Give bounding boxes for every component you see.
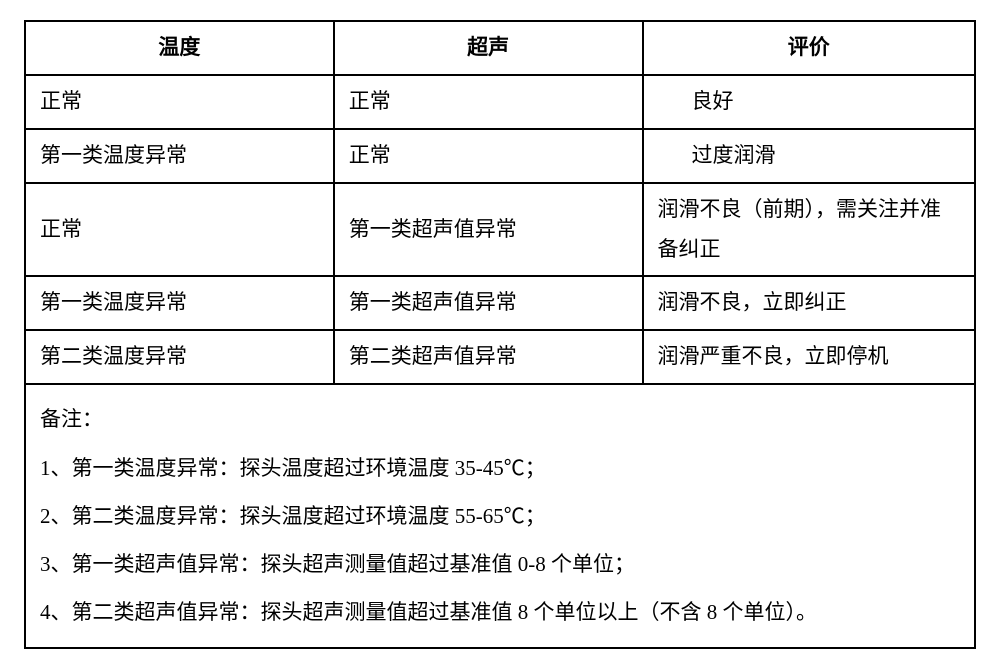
cell-ultrasonic: 第一类超声值异常: [334, 183, 643, 277]
table-row: 正常 第一类超声值异常 润滑不良（前期），需关注并准备纠正: [25, 183, 975, 277]
note-item: 3、第一类超声值异常：探头超声测量值超过基准值 0-8 个单位；: [40, 540, 960, 588]
note-item: 4、第二类超声值异常：探头超声测量值超过基准值 8 个单位以上（不含 8 个单位…: [40, 588, 960, 636]
cell-evaluation: 润滑不良（前期），需关注并准备纠正: [643, 183, 976, 277]
cell-temperature: 正常: [25, 75, 334, 129]
cell-ultrasonic: 第二类超声值异常: [334, 330, 643, 384]
col-header-ultrasonic: 超声: [334, 21, 643, 75]
notes-label: 备注：: [40, 395, 960, 443]
table-header-row: 温度 超声 评价: [25, 21, 975, 75]
note-item: 1、第一类温度异常：探头温度超过环境温度 35-45℃；: [40, 444, 960, 492]
table-row: 第二类温度异常 第二类超声值异常 润滑严重不良，立即停机: [25, 330, 975, 384]
cell-temperature: 第一类温度异常: [25, 129, 334, 183]
cell-evaluation: 过度润滑: [643, 129, 976, 183]
cell-evaluation: 润滑严重不良，立即停机: [643, 330, 976, 384]
notes-row: 备注： 1、第一类温度异常：探头温度超过环境温度 35-45℃； 2、第二类温度…: [25, 384, 975, 647]
cell-temperature: 第一类温度异常: [25, 276, 334, 330]
notes-cell: 备注： 1、第一类温度异常：探头温度超过环境温度 35-45℃； 2、第二类温度…: [25, 384, 975, 647]
col-header-temperature: 温度: [25, 21, 334, 75]
table-row: 第一类温度异常 正常 过度润滑: [25, 129, 975, 183]
col-header-evaluation: 评价: [643, 21, 976, 75]
cell-evaluation: 良好: [643, 75, 976, 129]
cell-temperature: 正常: [25, 183, 334, 277]
cell-ultrasonic: 正常: [334, 129, 643, 183]
table-row: 第一类温度异常 第一类超声值异常 润滑不良，立即纠正: [25, 276, 975, 330]
table-row: 正常 正常 良好: [25, 75, 975, 129]
cell-temperature: 第二类温度异常: [25, 330, 334, 384]
evaluation-table: 温度 超声 评价 正常 正常 良好 第一类温度异常 正常 过度润滑 正常 第一类…: [24, 20, 976, 649]
cell-ultrasonic: 正常: [334, 75, 643, 129]
cell-ultrasonic: 第一类超声值异常: [334, 276, 643, 330]
cell-evaluation: 润滑不良，立即纠正: [643, 276, 976, 330]
note-item: 2、第二类温度异常：探头温度超过环境温度 55-65℃；: [40, 492, 960, 540]
